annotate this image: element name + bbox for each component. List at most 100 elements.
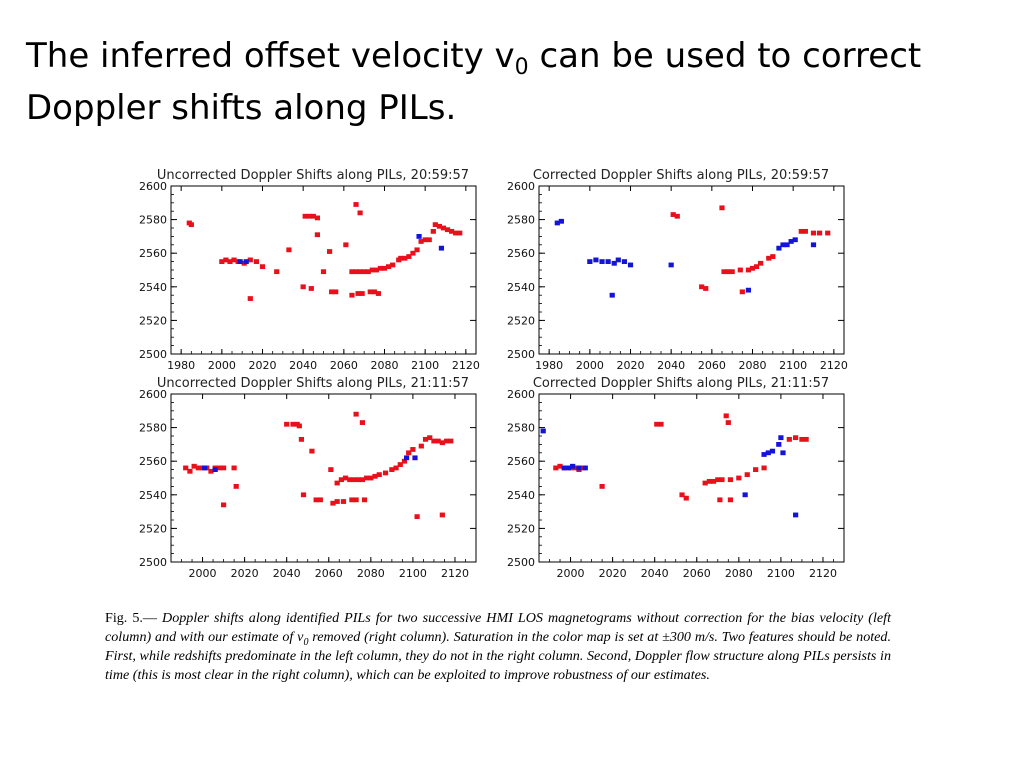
data-point bbox=[188, 222, 194, 228]
x-tick-label: 2020 bbox=[599, 567, 627, 580]
data-point bbox=[570, 463, 576, 469]
data-point bbox=[300, 284, 306, 290]
x-tick-label: 2120 bbox=[452, 359, 480, 372]
data-point bbox=[219, 259, 225, 264]
data-point bbox=[359, 420, 366, 425]
data-point bbox=[742, 492, 748, 498]
data-point bbox=[247, 296, 253, 301]
x-tick-label: 2080 bbox=[739, 359, 767, 372]
plot-frame bbox=[170, 393, 477, 563]
data-point bbox=[309, 448, 315, 454]
data-point bbox=[398, 255, 404, 261]
data-point bbox=[702, 480, 708, 486]
data-point bbox=[376, 472, 382, 478]
data-point bbox=[343, 242, 349, 248]
data-point bbox=[385, 264, 392, 270]
x-tick-label: 2080 bbox=[725, 567, 753, 580]
data-point bbox=[710, 478, 717, 484]
y-tick-label: 2560 bbox=[507, 455, 535, 468]
data-point bbox=[802, 228, 808, 234]
data-point bbox=[609, 292, 615, 298]
data-point bbox=[753, 467, 759, 472]
data-point bbox=[359, 477, 366, 483]
data-point bbox=[338, 477, 344, 483]
data-point bbox=[436, 223, 442, 229]
data-point bbox=[786, 436, 792, 442]
data-point bbox=[410, 250, 416, 256]
y-tick-label: 2540 bbox=[507, 489, 535, 502]
data-point bbox=[414, 514, 420, 520]
data-point bbox=[361, 497, 368, 503]
plot-frame bbox=[538, 185, 845, 355]
data-point bbox=[329, 289, 335, 295]
y-tick-label: 2600 bbox=[507, 388, 535, 401]
x-tick-label: 2100 bbox=[779, 359, 807, 372]
data-point bbox=[418, 239, 424, 244]
data-point bbox=[668, 262, 674, 268]
data-point bbox=[401, 458, 408, 464]
data-point bbox=[778, 435, 784, 441]
data-point bbox=[679, 492, 685, 498]
data-point bbox=[439, 512, 445, 518]
data-point bbox=[302, 213, 308, 219]
data-point bbox=[208, 468, 214, 474]
data-point bbox=[761, 452, 767, 457]
y-tick-label: 2560 bbox=[139, 247, 167, 260]
data-point bbox=[719, 477, 725, 483]
x-tick-label: 2000 bbox=[208, 359, 236, 372]
data-point bbox=[784, 242, 790, 248]
data-point bbox=[274, 269, 280, 275]
y-tick-label: 2600 bbox=[139, 180, 167, 193]
data-point bbox=[766, 255, 772, 261]
data-point bbox=[793, 512, 799, 518]
data-point bbox=[654, 421, 660, 427]
data-point bbox=[306, 213, 312, 219]
data-point bbox=[825, 230, 831, 236]
data-point bbox=[333, 289, 339, 295]
y-tick-label: 2520 bbox=[507, 522, 535, 535]
data-point bbox=[334, 480, 340, 486]
data-point bbox=[765, 450, 771, 456]
data-point bbox=[449, 228, 455, 234]
data-point bbox=[798, 228, 804, 234]
x-tick-label: 2100 bbox=[411, 359, 439, 372]
data-point bbox=[792, 237, 798, 243]
data-point bbox=[553, 465, 559, 471]
data-point bbox=[349, 497, 355, 503]
data-point bbox=[803, 436, 809, 442]
data-point bbox=[364, 475, 370, 481]
data-point bbox=[349, 292, 355, 298]
data-point bbox=[776, 245, 782, 251]
data-point bbox=[615, 257, 621, 263]
x-tick-label: 2000 bbox=[189, 567, 217, 580]
data-point bbox=[599, 484, 605, 489]
data-point bbox=[300, 492, 307, 498]
plot-title: Uncorrected Doppler Shifts along PILs, 2… bbox=[156, 376, 470, 391]
data-point bbox=[753, 264, 760, 270]
y-tick-label: 2600 bbox=[139, 388, 167, 401]
x-tick-label: 1980 bbox=[167, 359, 195, 372]
data-point bbox=[706, 478, 712, 484]
figure-caption: Fig. 5.— Doppler shifts along identified… bbox=[105, 609, 891, 685]
plot-corrected-211157: Corrected Doppler Shifts along PILs, 21:… bbox=[506, 377, 856, 589]
data-point bbox=[406, 254, 412, 259]
data-point bbox=[220, 465, 227, 471]
data-point bbox=[372, 473, 378, 479]
data-point bbox=[371, 289, 377, 295]
plot-canvas: 1980 2000 2020 2040 2060 2080 2100 2120 2500 2520… bbox=[139, 180, 480, 372]
data-point bbox=[247, 257, 253, 263]
data-point bbox=[658, 421, 664, 427]
data-point bbox=[359, 291, 365, 296]
data-point bbox=[439, 440, 445, 446]
y-tick-label: 2500 bbox=[139, 556, 167, 569]
plot-frame bbox=[538, 393, 845, 563]
x-tick-label: 2080 bbox=[371, 359, 399, 372]
data-point bbox=[745, 287, 752, 293]
data-point bbox=[416, 234, 422, 239]
data-point bbox=[340, 499, 347, 504]
y-tick-label: 2580 bbox=[139, 214, 167, 227]
data-point bbox=[212, 467, 218, 472]
data-point bbox=[810, 230, 817, 236]
data-point bbox=[327, 249, 333, 254]
plot-canvas: 1980 2000 2020 2040 2060 2080 2100 2120 2500 2520… bbox=[507, 180, 848, 372]
